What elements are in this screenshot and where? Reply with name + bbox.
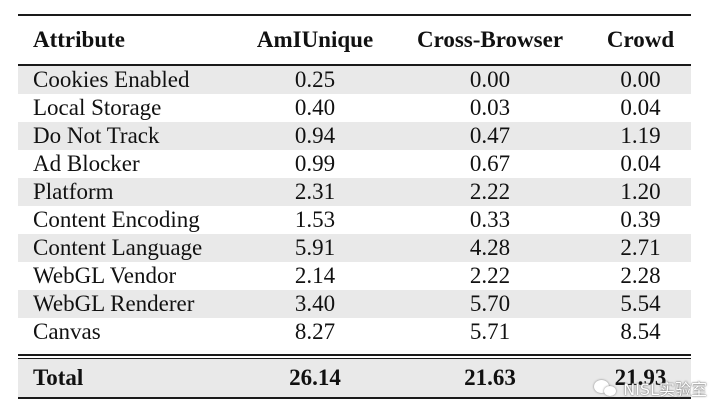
total-amiunique: 26.14 bbox=[240, 358, 390, 397]
total-table: Total 26.14 21.63 21.93 bbox=[18, 358, 691, 397]
cell-cross-browser: 0.03 bbox=[469, 94, 511, 120]
header-crowd: Crowd bbox=[606, 27, 675, 52]
cell-amiunique: 0.25 bbox=[240, 65, 390, 94]
header-cross-browser: Cross-Browser bbox=[416, 27, 564, 52]
cell-cross-browser: 5.70 bbox=[390, 289, 590, 318]
row-attribute: WebGL Renderer bbox=[18, 289, 240, 318]
row-attribute: Local Storage bbox=[33, 94, 162, 120]
header-row: Attribute AmIUnique Cross-Browser Crowd bbox=[18, 16, 691, 64]
cell-cross-browser: 0.47 bbox=[390, 121, 590, 150]
cell-amiunique: 2.14 bbox=[294, 262, 336, 288]
cell-cross-browser: 0.33 bbox=[469, 206, 511, 232]
cell-crowd: 0.04 bbox=[620, 94, 661, 120]
row-attribute: Canvas bbox=[33, 318, 101, 344]
cell-crowd: 8.54 bbox=[620, 318, 661, 344]
attribute-table-body: Cookies Enabled 0.25 0.00 0.00 Local Storage… bbox=[18, 65, 691, 346]
table-row: Ad Blocker 0.99 0.67 0.04 bbox=[18, 150, 691, 178]
cell-cross-browser: 2.22 bbox=[469, 262, 511, 288]
attribute-table: Attribute AmIUnique Cross-Browser Crowd bbox=[18, 16, 691, 64]
table-row: WebGL Vendor 2.14 2.22 2.28 bbox=[18, 262, 691, 290]
cell-cross-browser: 4.28 bbox=[390, 233, 590, 262]
cell-amiunique: 0.99 bbox=[294, 150, 336, 176]
cell-amiunique: 0.94 bbox=[240, 121, 390, 150]
row-attribute: Platform bbox=[18, 177, 240, 206]
row-attribute: Ad Blocker bbox=[33, 150, 140, 176]
header-amiunique: AmIUnique bbox=[256, 27, 374, 52]
top-rule bbox=[18, 14, 691, 16]
table-row: Content Language 5.91 4.28 2.71 bbox=[18, 233, 691, 262]
cell-cross-browser: 0.67 bbox=[469, 150, 511, 176]
cell-crowd: 1.20 bbox=[590, 177, 691, 206]
table-row: WebGL Renderer 3.40 5.70 5.54 bbox=[18, 289, 691, 318]
table-row: Do Not Track 0.94 0.47 1.19 bbox=[18, 121, 691, 150]
wechat-icon bbox=[594, 379, 618, 397]
total-rule-double bbox=[18, 357, 691, 359]
cell-cross-browser: 5.71 bbox=[469, 318, 511, 344]
cell-crowd: 5.54 bbox=[590, 289, 691, 318]
watermark: NISL实验室 bbox=[594, 376, 707, 400]
cell-amiunique: 5.91 bbox=[240, 233, 390, 262]
header-attribute: Attribute bbox=[33, 27, 125, 52]
cell-crowd: 2.71 bbox=[590, 233, 691, 262]
row-attribute: Content Language bbox=[18, 233, 240, 262]
table-row: Canvas 8.27 5.71 8.54 bbox=[18, 318, 691, 346]
total-rule bbox=[18, 353, 691, 356]
table-row: Platform 2.31 2.22 1.20 bbox=[18, 177, 691, 206]
cell-crowd: 0.00 bbox=[590, 65, 691, 94]
table-row: Content Encoding 1.53 0.33 0.39 bbox=[18, 206, 691, 234]
row-attribute: Do Not Track bbox=[18, 121, 240, 150]
total-row: Total 26.14 21.63 21.93 bbox=[18, 358, 691, 397]
cell-amiunique: 1.53 bbox=[294, 206, 336, 232]
cell-crowd: 1.19 bbox=[590, 121, 691, 150]
cell-crowd: 0.39 bbox=[620, 206, 661, 232]
cell-amiunique: 3.40 bbox=[240, 289, 390, 318]
table-row: Cookies Enabled 0.25 0.00 0.00 bbox=[18, 65, 691, 94]
cell-amiunique: 8.27 bbox=[294, 318, 336, 344]
row-attribute: Content Encoding bbox=[33, 206, 200, 232]
data-table: Attribute AmIUnique Cross-Browser Crowd … bbox=[18, 14, 691, 399]
cell-amiunique: 0.40 bbox=[294, 94, 336, 120]
bottom-rule bbox=[18, 396, 691, 399]
cell-crowd: 2.28 bbox=[620, 262, 661, 288]
cell-crowd: 0.04 bbox=[620, 150, 661, 176]
cell-cross-browser: 2.22 bbox=[390, 177, 590, 206]
table-row: Local Storage 0.40 0.03 0.04 bbox=[18, 94, 691, 122]
total-label: Total bbox=[18, 358, 240, 397]
cell-cross-browser: 0.00 bbox=[390, 65, 590, 94]
total-cross-browser: 21.63 bbox=[390, 358, 590, 397]
cell-amiunique: 2.31 bbox=[240, 177, 390, 206]
watermark-text: NISL实验室 bbox=[623, 380, 707, 399]
header-rule bbox=[18, 64, 691, 66]
row-attribute: Cookies Enabled bbox=[18, 65, 240, 94]
row-attribute: WebGL Vendor bbox=[33, 262, 177, 288]
